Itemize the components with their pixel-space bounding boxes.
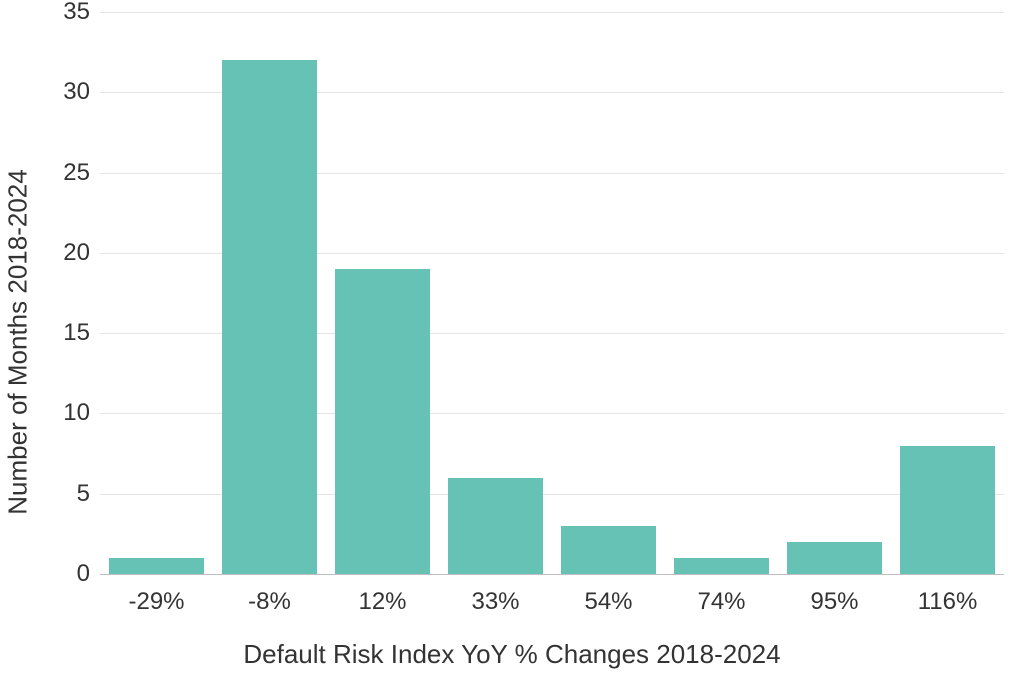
bar-slot: 54% xyxy=(552,12,665,574)
y-tick-label: 35 xyxy=(63,0,90,26)
x-tick-label: 116% xyxy=(918,588,978,616)
x-tick-label: 74% xyxy=(697,588,745,616)
chart-container: Number of Months 2018-2024 Default Risk … xyxy=(0,0,1024,684)
bar-slot: -29% xyxy=(100,12,213,574)
x-tick-label: -8% xyxy=(248,588,291,616)
plot-area: 05101520253035 -29%-8%12%33%54%74%95%116… xyxy=(100,12,1004,574)
y-axis-label: Number of Months 2018-2024 xyxy=(3,169,34,514)
bar xyxy=(674,558,769,574)
x-tick-label: 33% xyxy=(471,588,519,616)
bar-slot: 95% xyxy=(778,12,891,574)
bars-area: -29%-8%12%33%54%74%95%116% xyxy=(100,12,1004,574)
bar xyxy=(787,542,882,574)
gridline-baseline xyxy=(100,574,1004,575)
x-tick-label: 95% xyxy=(810,588,858,616)
x-tick-label: -29% xyxy=(128,588,184,616)
bar xyxy=(900,446,995,574)
y-tick-label: 5 xyxy=(77,480,90,508)
bar-slot: 116% xyxy=(891,12,1004,574)
bar-slot: -8% xyxy=(213,12,326,574)
bar-slot: 74% xyxy=(665,12,778,574)
y-tick-label: 15 xyxy=(63,319,90,347)
y-tick-label: 30 xyxy=(63,78,90,106)
bar-slot: 12% xyxy=(326,12,439,574)
bar xyxy=(335,269,430,574)
bar xyxy=(109,558,204,574)
bar xyxy=(448,478,543,574)
y-tick-label: 25 xyxy=(63,159,90,187)
y-tick-label: 0 xyxy=(77,560,90,588)
x-tick-label: 54% xyxy=(584,588,632,616)
bar xyxy=(561,526,656,574)
y-tick-label: 10 xyxy=(63,399,90,427)
bar-slot: 33% xyxy=(439,12,552,574)
bar xyxy=(222,60,317,574)
x-tick-label: 12% xyxy=(358,588,406,616)
x-axis-label: Default Risk Index YoY % Changes 2018-20… xyxy=(0,639,1024,670)
y-tick-label: 20 xyxy=(63,239,90,267)
